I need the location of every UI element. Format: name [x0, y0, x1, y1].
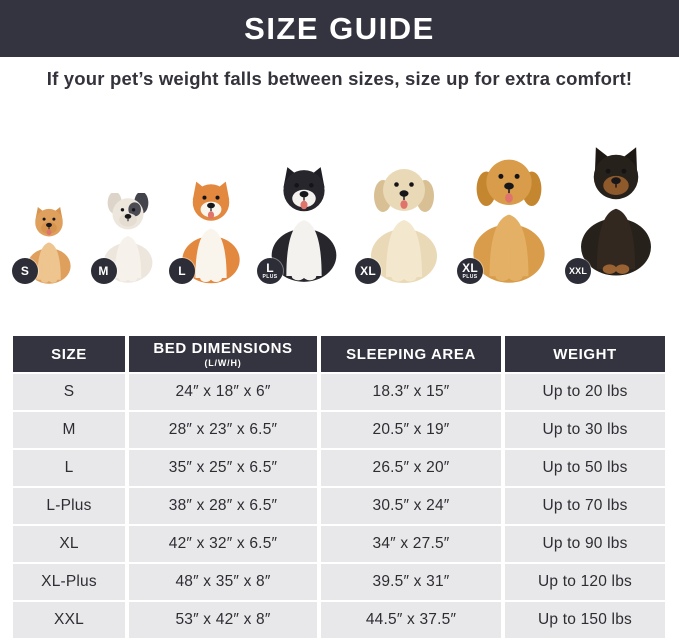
cell-s-sleeping-area: 18.3″ x 15″ — [321, 374, 501, 410]
dog-pomeranian: S — [10, 100, 89, 285]
dog-french-bulldog: M — [89, 100, 168, 285]
subtitle-text: If your pet’s weight falls between sizes… — [46, 67, 633, 89]
cell-l-bed-dimensions: 35″ x 25″ x 6.5″ — [129, 450, 317, 486]
column-header-weight: WEIGHT — [505, 336, 665, 372]
cell-xl-bed-dimensions: 42″ x 32″ x 6.5″ — [129, 526, 317, 562]
size-badge-xxl: XXL — [565, 258, 591, 284]
labrador-illustration — [371, 169, 437, 283]
cell-xl-plus-weight: Up to 120 lbs — [505, 564, 665, 600]
border-collie-illustration — [271, 167, 337, 282]
cell-m-size: M — [13, 412, 125, 448]
dog-golden-retriever: XL PLUS — [455, 100, 563, 285]
shiba-inu-illustration — [182, 181, 240, 284]
french-bulldog-illustration — [103, 193, 153, 283]
column-header-label: SLEEPING AREA — [346, 345, 476, 363]
size-badge-l-plus: L PLUS — [257, 258, 283, 284]
column-header-label: BED DIMENSIONS — [153, 340, 293, 357]
golden-retriever-illustration — [473, 159, 545, 283]
cell-l-weight: Up to 50 lbs — [505, 450, 665, 486]
cell-xl-plus-sleeping-area: 39.5″ x 31″ — [321, 564, 501, 600]
cell-l-plus-bed-dimensions: 38″ x 28″ x 6.5″ — [129, 488, 317, 524]
cell-xl-plus-bed-dimensions: 48″ x 35″ x 8″ — [129, 564, 317, 600]
badge-sublabel: PLUS — [462, 274, 478, 280]
cell-xxl-sleeping-area: 44.5″ x 37.5″ — [321, 602, 501, 638]
cell-l-sleeping-area: 26.5″ x 20″ — [321, 450, 501, 486]
cell-xl-sleeping-area: 34″ x 27.5″ — [321, 526, 501, 562]
dog-shiba-inu: L — [167, 100, 255, 285]
cell-s-bed-dimensions: 24″ x 18″ x 6″ — [129, 374, 317, 410]
cell-l-plus-sleeping-area: 30.5″ x 24″ — [321, 488, 501, 524]
dog-border-collie: L PLUS — [255, 100, 353, 285]
title-banner: SIZE GUIDE — [0, 0, 679, 57]
dog-labrador: XL — [353, 100, 455, 285]
cell-xxl-bed-dimensions: 53″ x 42″ x 8″ — [129, 602, 317, 638]
cell-m-bed-dimensions: 28″ x 23″ x 6.5″ — [129, 412, 317, 448]
size-badge-m: M — [90, 258, 117, 284]
size-badge-xl: XL — [355, 258, 381, 284]
cell-s-size: S — [13, 374, 125, 410]
column-header-sublabel: (L/W/H) — [204, 358, 242, 368]
badge-label: XL — [462, 261, 478, 275]
column-header-bed-dimensions: BED DIMENSIONS (L/W/H) — [129, 336, 317, 372]
badge-label: XL — [360, 264, 376, 278]
cell-l-size: L — [13, 450, 125, 486]
column-header-sleeping-area: SLEEPING AREA — [321, 336, 501, 372]
cell-xl-weight: Up to 90 lbs — [505, 526, 665, 562]
column-header-label: SIZE — [51, 345, 87, 363]
cell-xxl-size: XXL — [13, 602, 125, 638]
column-header-size: SIZE — [13, 336, 125, 372]
badge-sublabel: PLUS — [262, 274, 278, 280]
dog-doberman: XXL — [563, 100, 669, 285]
size-badge-s: S — [12, 258, 38, 284]
cell-m-sleeping-area: 20.5″ x 19″ — [321, 412, 501, 448]
cell-xl-size: XL — [13, 526, 125, 562]
badge-label: M — [98, 264, 109, 278]
size-guide-table: SIZE BED DIMENSIONS (L/W/H) SLEEPING AREA WE… — [13, 336, 665, 638]
badge-label: L — [266, 261, 274, 275]
cell-xxl-weight: Up to 150 lbs — [505, 602, 665, 638]
badge-label: S — [20, 264, 30, 278]
cell-m-weight: Up to 30 lbs — [505, 412, 665, 448]
size-badge-l: L — [169, 258, 195, 284]
doberman-illustration — [581, 147, 651, 276]
badge-label: L — [178, 264, 186, 278]
cell-l-plus-size: L-Plus — [13, 488, 125, 524]
cell-l-plus-weight: Up to 70 lbs — [505, 488, 665, 524]
page-title: SIZE GUIDE — [244, 10, 435, 46]
cell-s-weight: Up to 20 lbs — [505, 374, 665, 410]
badge-label: XXL — [568, 265, 588, 276]
pomeranian-illustration — [27, 206, 71, 284]
cell-xl-plus-size: XL-Plus — [13, 564, 125, 600]
dogs-size-row: S M L — [0, 100, 679, 285]
column-header-label: WEIGHT — [553, 345, 617, 363]
size-badge-xl-plus: XL PLUS — [457, 258, 483, 284]
